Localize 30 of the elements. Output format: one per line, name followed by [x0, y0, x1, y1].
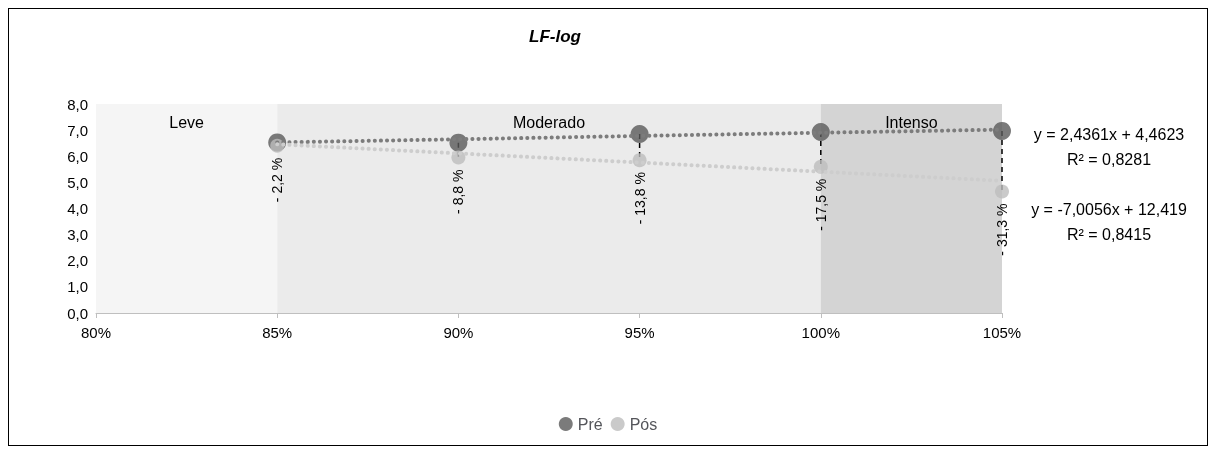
- y-tick-label: 2,0: [67, 252, 88, 270]
- x-tick-label: 105%: [982, 324, 1022, 341]
- annotation: - 31,3 %: [994, 203, 1010, 256]
- y-tick-label: 4,0: [67, 200, 88, 217]
- annotation: - 17,5 %: [812, 178, 829, 231]
- band-label: Leve: [169, 113, 205, 131]
- x-tick-label: 80%: [80, 324, 112, 341]
- y-tick-label: 6,0: [67, 147, 88, 165]
- text: y = -7,0056x + 12,419: [1031, 200, 1187, 218]
- y-tick-label: 3,0: [67, 226, 88, 244]
- legend-label: Pré: [577, 415, 603, 433]
- text: R² = 0,8281: [1066, 150, 1152, 168]
- y-tick-label: 1,0: [67, 278, 88, 296]
- annotation: - 13,8 %: [631, 172, 648, 225]
- y-tick-label: 8,0: [67, 95, 88, 113]
- chart-title: LF-log: [529, 27, 582, 46]
- annotation: - 8,8 %: [450, 169, 467, 214]
- annotation: - 2,2 %: [269, 157, 286, 203]
- y-tick-label: 7,0: [67, 121, 88, 139]
- x-tick-label: 90%: [443, 324, 474, 341]
- legend-label: Pós: [629, 415, 658, 433]
- x-tick-label: 95%: [624, 324, 655, 341]
- band-label: Intenso: [885, 113, 938, 131]
- x-tick-label: 100%: [801, 324, 840, 341]
- y-tick-label: 5,0: [67, 173, 88, 191]
- y-tick-label: 0,0: [67, 304, 88, 322]
- band-label: Moderado: [512, 113, 586, 131]
- text: y = 2,4361x + 4,4623: [1033, 125, 1185, 143]
- x-tick-label: 85%: [262, 324, 293, 341]
- text: R² = 0,8415: [1066, 225, 1152, 243]
